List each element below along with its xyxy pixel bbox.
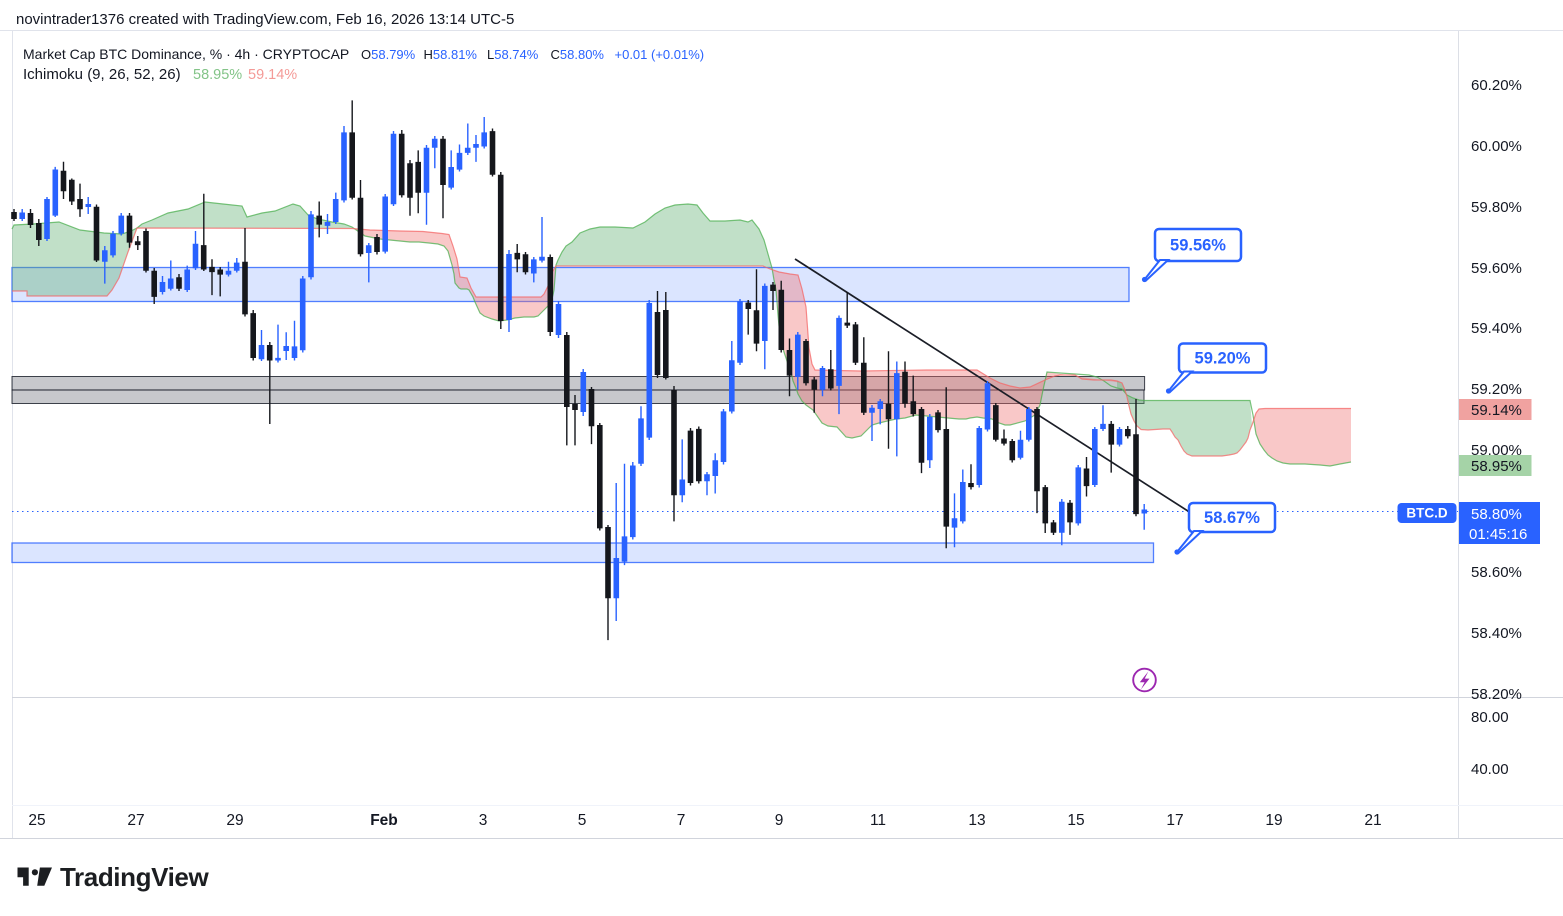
- svg-text:O58.79%: O58.79%: [361, 47, 416, 62]
- svg-text:21: 21: [1364, 812, 1381, 829]
- svg-text:11: 11: [870, 812, 886, 829]
- svg-text:59.56%: 59.56%: [1170, 237, 1226, 255]
- svg-text:59.00%: 59.00%: [1471, 442, 1522, 459]
- svg-text:59.14%: 59.14%: [248, 67, 297, 83]
- svg-text:+0.01 (+0.01%): +0.01 (+0.01%): [615, 47, 705, 62]
- svg-text:59.80%: 59.80%: [1471, 199, 1522, 216]
- svg-text:60.00%: 60.00%: [1471, 138, 1522, 155]
- svg-text:27: 27: [127, 812, 144, 829]
- svg-text:58.20%: 58.20%: [1471, 686, 1522, 703]
- svg-text:58.40%: 58.40%: [1471, 625, 1522, 642]
- svg-text:80.00: 80.00: [1471, 709, 1509, 726]
- svg-text:25: 25: [28, 812, 45, 829]
- svg-text:TradingView: TradingView: [60, 862, 209, 892]
- svg-text:40.00: 40.00: [1471, 761, 1509, 778]
- svg-text:Ichimoku (9, 26, 52, 26): Ichimoku (9, 26, 52, 26): [23, 66, 181, 83]
- svg-text:5: 5: [578, 812, 587, 829]
- svg-text:15: 15: [1067, 812, 1084, 829]
- svg-text:59.20%: 59.20%: [1195, 350, 1251, 368]
- svg-text:H58.81%: H58.81%: [424, 47, 478, 62]
- svg-text:7: 7: [677, 812, 686, 829]
- svg-text:Market Cap BTC Dominance, % ·: Market Cap BTC Dominance, % · 4h · CRYPT…: [23, 46, 349, 62]
- svg-text:29: 29: [226, 812, 243, 829]
- svg-text:58.67%: 58.67%: [1204, 509, 1260, 527]
- svg-text:59.20%: 59.20%: [1471, 381, 1522, 398]
- svg-text:C58.80%: C58.80%: [551, 47, 605, 62]
- svg-text:58.95%: 58.95%: [193, 67, 242, 83]
- svg-text:19: 19: [1265, 812, 1282, 829]
- svg-text:59.14%: 59.14%: [1471, 402, 1522, 419]
- svg-text:9: 9: [775, 812, 784, 829]
- svg-text:BTC.D: BTC.D: [1406, 506, 1447, 521]
- svg-text:58.80%: 58.80%: [1471, 506, 1522, 523]
- svg-text:01:45:16: 01:45:16: [1469, 526, 1527, 543]
- svg-text:58.60%: 58.60%: [1471, 564, 1522, 581]
- svg-text:59.60%: 59.60%: [1471, 260, 1522, 277]
- svg-text:novintrader1376 created with T: novintrader1376 created with TradingView…: [16, 11, 514, 28]
- svg-text:L58.74%: L58.74%: [487, 47, 539, 62]
- svg-text:13: 13: [968, 812, 985, 829]
- svg-text:58.95%: 58.95%: [1471, 458, 1522, 475]
- svg-text:3: 3: [479, 812, 488, 829]
- svg-text:60.20%: 60.20%: [1471, 77, 1522, 94]
- svg-text:17: 17: [1166, 812, 1183, 829]
- svg-text:Feb: Feb: [370, 812, 398, 829]
- svg-text:59.40%: 59.40%: [1471, 320, 1522, 337]
